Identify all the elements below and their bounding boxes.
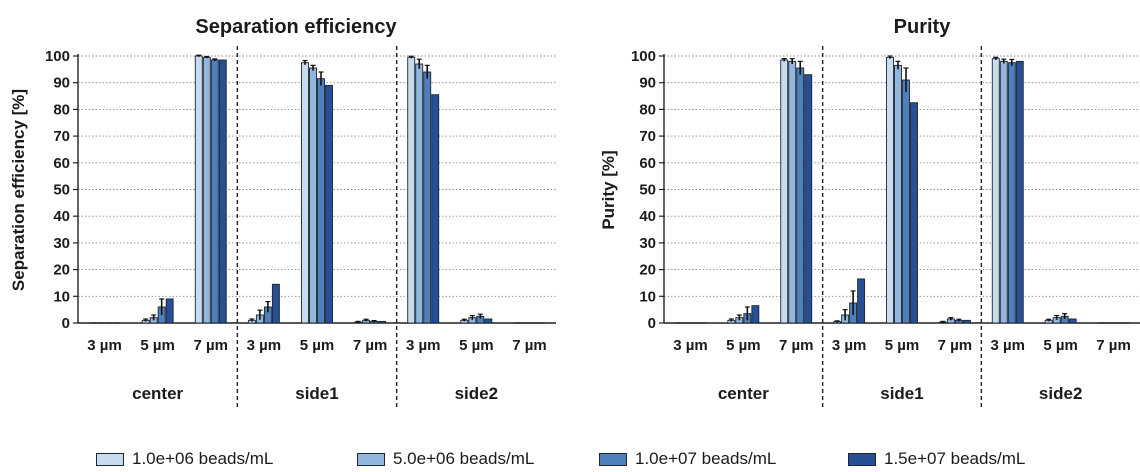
bar bbox=[999, 60, 1008, 324]
x-tick-label: 7 µm bbox=[938, 337, 973, 354]
bar bbox=[1015, 60, 1024, 324]
y-tick-label: 50 bbox=[639, 182, 656, 199]
x-tick-label: 5 µm bbox=[726, 337, 761, 354]
y-tick-label: 40 bbox=[639, 208, 656, 225]
legend-item-1: 1.0e+06 beads/mL bbox=[96, 448, 273, 470]
bar bbox=[218, 59, 227, 324]
bar bbox=[886, 56, 894, 324]
chart-1: Separation efficiency Separation efficien… bbox=[9, 16, 556, 407]
legend-swatch-3 bbox=[599, 452, 627, 466]
y-axis-label: Separation efficiency [%] bbox=[9, 89, 28, 291]
bar bbox=[1068, 318, 1077, 324]
x-tick-label: 3 µm bbox=[673, 337, 708, 354]
bar bbox=[1007, 62, 1016, 324]
group-label: side1 bbox=[880, 384, 923, 403]
y-axis-label: Purity [%] bbox=[599, 150, 618, 229]
y-tick-label: 60 bbox=[53, 155, 70, 172]
bar bbox=[857, 278, 866, 324]
bar bbox=[804, 74, 813, 324]
bar bbox=[894, 64, 902, 324]
group-label: side2 bbox=[455, 384, 498, 403]
bar bbox=[271, 283, 280, 324]
bar bbox=[484, 318, 493, 324]
bar bbox=[962, 319, 971, 324]
y-tick-label: 100 bbox=[631, 48, 656, 65]
bar bbox=[431, 94, 440, 324]
x-tick-label: 5 µm bbox=[300, 337, 335, 354]
bar bbox=[423, 71, 432, 324]
y-tick-label: 0 bbox=[62, 315, 70, 332]
chart-title: Purity bbox=[894, 16, 952, 38]
y-tick-label: 50 bbox=[53, 182, 70, 199]
x-tick-label: 3 µm bbox=[87, 337, 122, 354]
bar bbox=[309, 67, 317, 324]
legend-item-4: 1.5e+07 beads/mL bbox=[848, 448, 1025, 470]
y-tick-label: 70 bbox=[639, 128, 656, 145]
legend-swatch-2 bbox=[357, 452, 385, 466]
y-tick-label: 20 bbox=[639, 262, 656, 279]
bar bbox=[796, 67, 805, 324]
y-tick-label: 90 bbox=[639, 75, 656, 92]
y-tick-label: 80 bbox=[639, 101, 656, 118]
y-tick-label: 0 bbox=[648, 315, 656, 332]
bar bbox=[301, 62, 309, 324]
legend: 1.0e+06 beads/mL 5.0e+06 beads/mL 1.0e+0… bbox=[0, 448, 1140, 470]
x-tick-label: 7 µm bbox=[194, 337, 229, 354]
bar bbox=[991, 58, 1000, 324]
y-tick-label: 100 bbox=[45, 48, 70, 65]
y-tick-label: 10 bbox=[53, 288, 70, 305]
legend-item-3: 1.0e+07 beads/mL bbox=[599, 448, 776, 470]
y-tick-label: 80 bbox=[53, 101, 70, 118]
legend-swatch-1 bbox=[96, 452, 124, 466]
group-label: center bbox=[718, 384, 769, 403]
x-tick-label: 5 µm bbox=[459, 337, 494, 354]
y-tick-label: 90 bbox=[53, 75, 70, 92]
x-tick-label: 5 µm bbox=[885, 337, 920, 354]
chart-title: Separation efficiency bbox=[195, 16, 397, 38]
bar bbox=[780, 59, 789, 324]
x-tick-label: 5 µm bbox=[140, 337, 175, 354]
y-tick-label: 10 bbox=[639, 288, 656, 305]
legend-item-2: 5.0e+06 beads/mL bbox=[357, 448, 534, 470]
x-tick-label: 3 µm bbox=[247, 337, 282, 354]
legend-label-4: 1.5e+07 beads/mL bbox=[884, 449, 1026, 468]
bar bbox=[415, 63, 424, 324]
x-tick-label: 5 µm bbox=[1043, 337, 1078, 354]
x-tick-label: 3 µm bbox=[406, 337, 441, 354]
y-tick-label: 30 bbox=[639, 235, 656, 252]
x-tick-label: 7 µm bbox=[1096, 337, 1131, 354]
x-tick-label: 3 µm bbox=[832, 337, 867, 354]
chart-2: Purity Purity [%] 0 10 20 30 40 50 60 70 80 90 100 3 … bbox=[599, 16, 1140, 407]
bar bbox=[407, 56, 416, 324]
bar bbox=[910, 102, 918, 324]
x-tick-label: 7 µm bbox=[512, 337, 547, 354]
bar bbox=[202, 56, 211, 324]
group-label: side1 bbox=[295, 384, 338, 403]
legend-label-3: 1.0e+07 beads/mL bbox=[635, 449, 777, 468]
bar bbox=[317, 78, 325, 324]
bar bbox=[378, 320, 387, 324]
y-tick-label: 40 bbox=[53, 208, 70, 225]
bar bbox=[165, 298, 174, 324]
legend-swatch-4 bbox=[848, 452, 876, 466]
bar bbox=[210, 59, 219, 324]
y-tick-label: 60 bbox=[639, 155, 656, 172]
bar bbox=[194, 55, 203, 324]
figure: Separation efficiency Separation efficien… bbox=[9, 16, 1140, 407]
bar bbox=[902, 79, 910, 324]
y-tick-label: 20 bbox=[53, 262, 70, 279]
x-tick-label: 3 µm bbox=[991, 337, 1026, 354]
bar bbox=[325, 84, 333, 324]
x-tick-label: 7 µm bbox=[779, 337, 814, 354]
group-label: center bbox=[132, 384, 183, 403]
legend-label-1: 1.0e+06 beads/mL bbox=[132, 449, 274, 468]
bar bbox=[751, 305, 760, 324]
y-tick-label: 30 bbox=[53, 235, 70, 252]
bar bbox=[788, 60, 797, 324]
x-tick-label: 7 µm bbox=[353, 337, 388, 354]
y-tick-label: 70 bbox=[53, 128, 70, 145]
legend-label-2: 5.0e+06 beads/mL bbox=[393, 449, 535, 468]
group-label: side2 bbox=[1039, 384, 1082, 403]
